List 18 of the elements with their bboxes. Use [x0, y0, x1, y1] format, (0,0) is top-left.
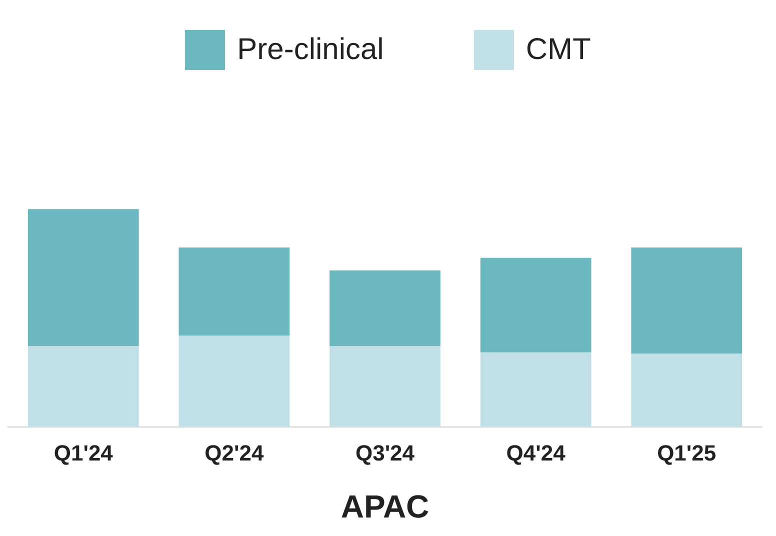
bar	[480, 258, 592, 352]
bar	[178, 336, 290, 428]
x-tick-label: Q1'25	[657, 440, 716, 466]
bar	[631, 353, 742, 428]
legend-label: CMT	[526, 33, 591, 67]
x-tick-label: Q3'24	[355, 440, 416, 466]
x-tick-label: Q4'24	[506, 440, 566, 466]
bar	[480, 352, 592, 428]
bar	[631, 247, 742, 354]
x-axis-title: APAC	[340, 488, 430, 525]
legend-label: Pre-clinical	[237, 33, 384, 67]
bar	[28, 209, 139, 346]
bar	[28, 346, 139, 428]
bar	[330, 270, 440, 346]
bar	[330, 346, 440, 428]
x-tick-label: Q1'24	[54, 440, 114, 466]
bar	[178, 247, 290, 336]
x-tick-label: Q2'24	[204, 440, 264, 466]
